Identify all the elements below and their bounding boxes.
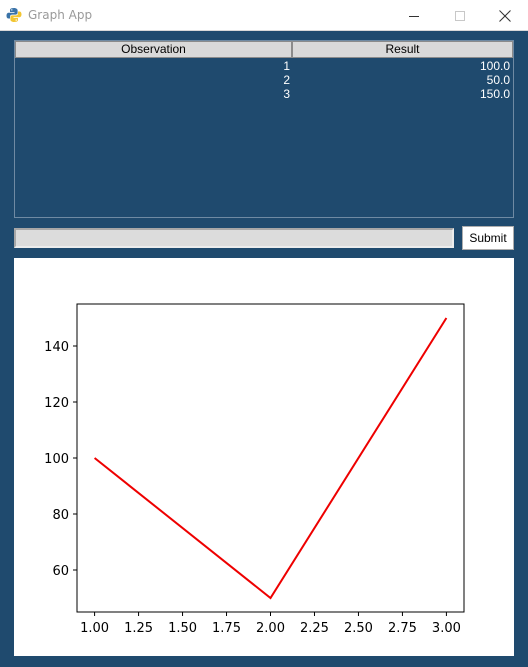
x-tick-label: 1.50	[168, 621, 197, 636]
column-header-result[interactable]: Result	[292, 41, 513, 58]
observation-cell: 3	[283, 87, 290, 101]
title-bar: Graph App	[0, 0, 528, 31]
result-cell: 50.0	[486, 73, 510, 87]
window-title: Graph App	[28, 8, 93, 22]
x-tick-label: 2.25	[300, 621, 329, 636]
close-icon	[499, 9, 511, 22]
table-row[interactable]: 2 50.0	[15, 73, 513, 87]
result-cell: 100.0	[479, 59, 510, 73]
x-tick-label: 2.00	[256, 621, 285, 636]
y-tick-label: 100	[44, 452, 69, 467]
observation-cell: 2	[283, 73, 290, 87]
x-tick-label: 1.25	[124, 621, 153, 636]
plot-canvas: 1.00 1.25 1.50 1.75 2.00 2.25 2.50 2.75 3.00 60 80…	[14, 258, 514, 656]
close-button[interactable]	[482, 0, 528, 31]
observation-cell: 1	[283, 59, 290, 73]
table-row[interactable]: 1 100.0	[15, 59, 513, 73]
y-tick-label: 60	[52, 564, 69, 579]
x-tick-label: 1.75	[212, 621, 241, 636]
x-tick-label: 1.00	[80, 621, 109, 636]
result-cell: 150.0	[479, 87, 510, 101]
y-tick-label: 80	[52, 508, 69, 523]
table-row[interactable]: 3 150.0	[15, 87, 513, 101]
line-chart: 1.00 1.25 1.50 1.75 2.00 2.25 2.50 2.75 3.00 60 80…	[44, 303, 465, 636]
series-line	[93, 317, 448, 600]
x-tick-label: 3.00	[432, 621, 461, 636]
python-icon	[6, 8, 22, 22]
y-tick-label: 140	[44, 340, 69, 355]
maximize-icon	[455, 10, 465, 21]
y-tick-label: 120	[44, 396, 69, 411]
table-header: Observation Result	[15, 41, 513, 58]
x-tick-label: 2.50	[344, 621, 373, 636]
maximize-button[interactable]	[437, 0, 483, 31]
submit-button[interactable]: Submit	[462, 226, 514, 250]
minimize-button[interactable]	[391, 0, 437, 31]
plot-frame	[76, 303, 465, 613]
column-header-observation[interactable]: Observation	[15, 41, 292, 58]
result-entry-field[interactable]	[14, 228, 454, 248]
minimize-icon	[409, 15, 419, 17]
x-tick-label: 2.75	[388, 621, 417, 636]
table-body: 1 100.0 2 50.0 3 150.0	[15, 59, 513, 101]
observation-table[interactable]: Observation Result 1 100.0 2 50.0 3 150.…	[14, 40, 514, 218]
